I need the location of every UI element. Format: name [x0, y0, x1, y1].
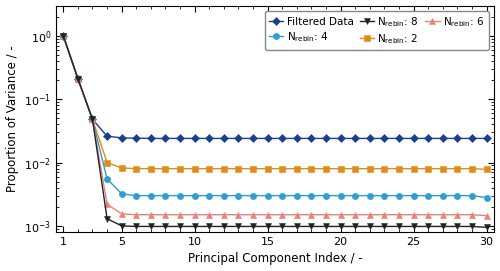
Legend: Filtered Data, N$_{\mathrm{rebin}}$: 4, N$_{\mathrm{rebin}}$: 8, N$_{\mathrm{reb: Filtered Data, N$_{\mathrm{rebin}}$: 4, …: [264, 11, 488, 50]
X-axis label: Principal Component Index / -: Principal Component Index / -: [188, 253, 362, 265]
Y-axis label: Proportion of Variance / -: Proportion of Variance / -: [6, 46, 18, 192]
